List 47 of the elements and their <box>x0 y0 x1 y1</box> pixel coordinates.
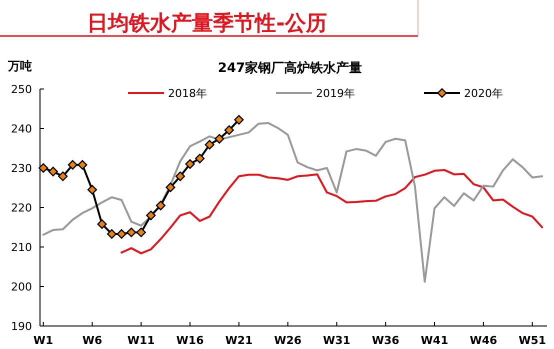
y-axis-title: 万吨 <box>7 59 32 73</box>
point <box>204 140 214 150</box>
y-tick-label: 200 <box>11 280 32 294</box>
line-series <box>120 168 544 254</box>
x-tick-label: W36 <box>372 334 400 347</box>
point <box>38 163 48 173</box>
x-tick-label: W46 <box>470 334 498 347</box>
y-tick-label: 240 <box>11 122 32 136</box>
point <box>97 219 107 229</box>
point <box>116 229 126 239</box>
point <box>87 184 98 195</box>
legend-label: 2018年 <box>168 87 207 100</box>
point <box>185 159 195 169</box>
x-tick-label: W1 <box>33 334 54 347</box>
point <box>175 171 186 182</box>
x-tick-label: W26 <box>274 334 302 347</box>
point <box>214 134 224 144</box>
y-tick-label: 220 <box>11 202 32 214</box>
x-tick-label: W11 <box>127 334 155 347</box>
point <box>146 210 156 220</box>
point <box>136 228 146 238</box>
point <box>156 200 166 210</box>
point <box>195 154 205 164</box>
point <box>78 160 88 170</box>
y-tick-label: 190 <box>11 320 32 333</box>
x-tick-label: W31 <box>323 334 350 347</box>
x-tick-label: W6 <box>82 334 102 347</box>
point <box>48 166 58 176</box>
y-tick-label: 230 <box>11 162 32 175</box>
point <box>126 228 136 238</box>
chart-subtitle: 247家钢厂高炉铁水产量 <box>218 60 362 76</box>
y-tick-label: 210 <box>11 241 32 254</box>
legend-label: 2019年 <box>316 87 355 100</box>
point <box>234 115 244 125</box>
point <box>58 171 68 182</box>
legend-label: 2020年 <box>464 87 503 100</box>
point <box>224 125 234 135</box>
chart-title: 日均铁水产量季节性-公历 <box>87 11 327 35</box>
line-series <box>42 122 544 283</box>
x-tick-label: W21 <box>225 334 253 347</box>
x-tick-label: W16 <box>176 334 204 347</box>
x-tick-label: W51 <box>518 334 546 347</box>
x-tick-label: W41 <box>420 334 448 347</box>
point <box>106 229 117 239</box>
point <box>68 160 78 170</box>
y-tick-label: 250 <box>11 83 32 96</box>
point <box>166 182 176 192</box>
